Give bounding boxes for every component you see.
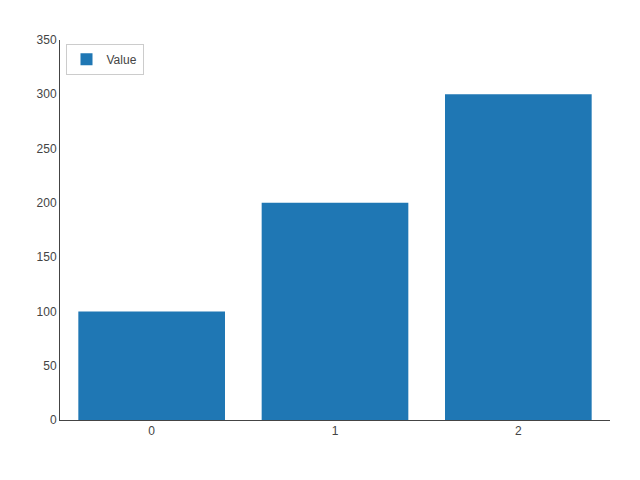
svg-text:50: 50	[43, 359, 57, 373]
svg-text:0: 0	[50, 413, 57, 427]
svg-text:300: 300	[37, 87, 57, 101]
svg-text:1: 1	[332, 424, 339, 438]
svg-text:350: 350	[37, 33, 57, 47]
svg-text:100: 100	[37, 305, 57, 319]
svg-text:0: 0	[148, 424, 155, 438]
svg-text:250: 250	[37, 142, 57, 156]
svg-text:2: 2	[515, 424, 522, 438]
svg-text:200: 200	[37, 196, 57, 210]
svg-text:Value: Value	[107, 53, 137, 67]
svg-text:150: 150	[37, 250, 57, 264]
